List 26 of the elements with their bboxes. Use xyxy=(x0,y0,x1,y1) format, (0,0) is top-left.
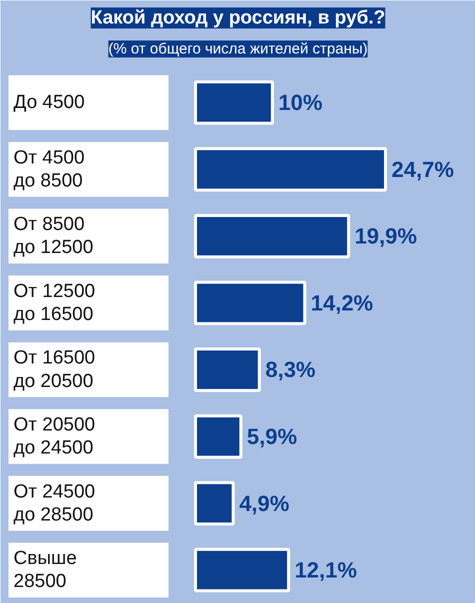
bar xyxy=(194,481,235,526)
y-tick-label: Свыше 28500 xyxy=(14,548,77,592)
chart-subtitle: (% от общего числа жителей страны) xyxy=(108,40,368,58)
bar xyxy=(194,280,306,326)
y-tick-label: От 20500 до 24500 xyxy=(14,414,96,459)
data-label: 8,3% xyxy=(265,357,316,382)
bar xyxy=(194,147,387,192)
y-tick-label: До 4500 xyxy=(14,92,85,114)
data-label: 19,9% xyxy=(354,224,417,249)
bar xyxy=(194,548,290,592)
data-label: 14,2% xyxy=(310,290,374,316)
bar xyxy=(194,80,274,125)
bar xyxy=(194,414,242,459)
bar xyxy=(194,348,261,392)
data-label: 24,7% xyxy=(392,156,454,182)
y-tick-label: От 8500 до 12500 xyxy=(14,214,94,258)
bar xyxy=(194,214,350,258)
data-label: 12,1% xyxy=(294,558,357,583)
y-tick-label: От 12500 до 16500 xyxy=(14,280,96,325)
chart-title: Какой доход у россиян, в руб.? xyxy=(90,8,386,28)
y-tick-label: От 4500 до 8500 xyxy=(14,147,85,192)
data-label: 10% xyxy=(278,90,322,116)
data-label: 5,9% xyxy=(246,424,298,450)
y-tick-label: От 16500 до 20500 xyxy=(14,348,96,392)
data-label: 4,9% xyxy=(239,490,290,516)
y-tick-label: От 24500 до 28500 xyxy=(14,481,96,526)
